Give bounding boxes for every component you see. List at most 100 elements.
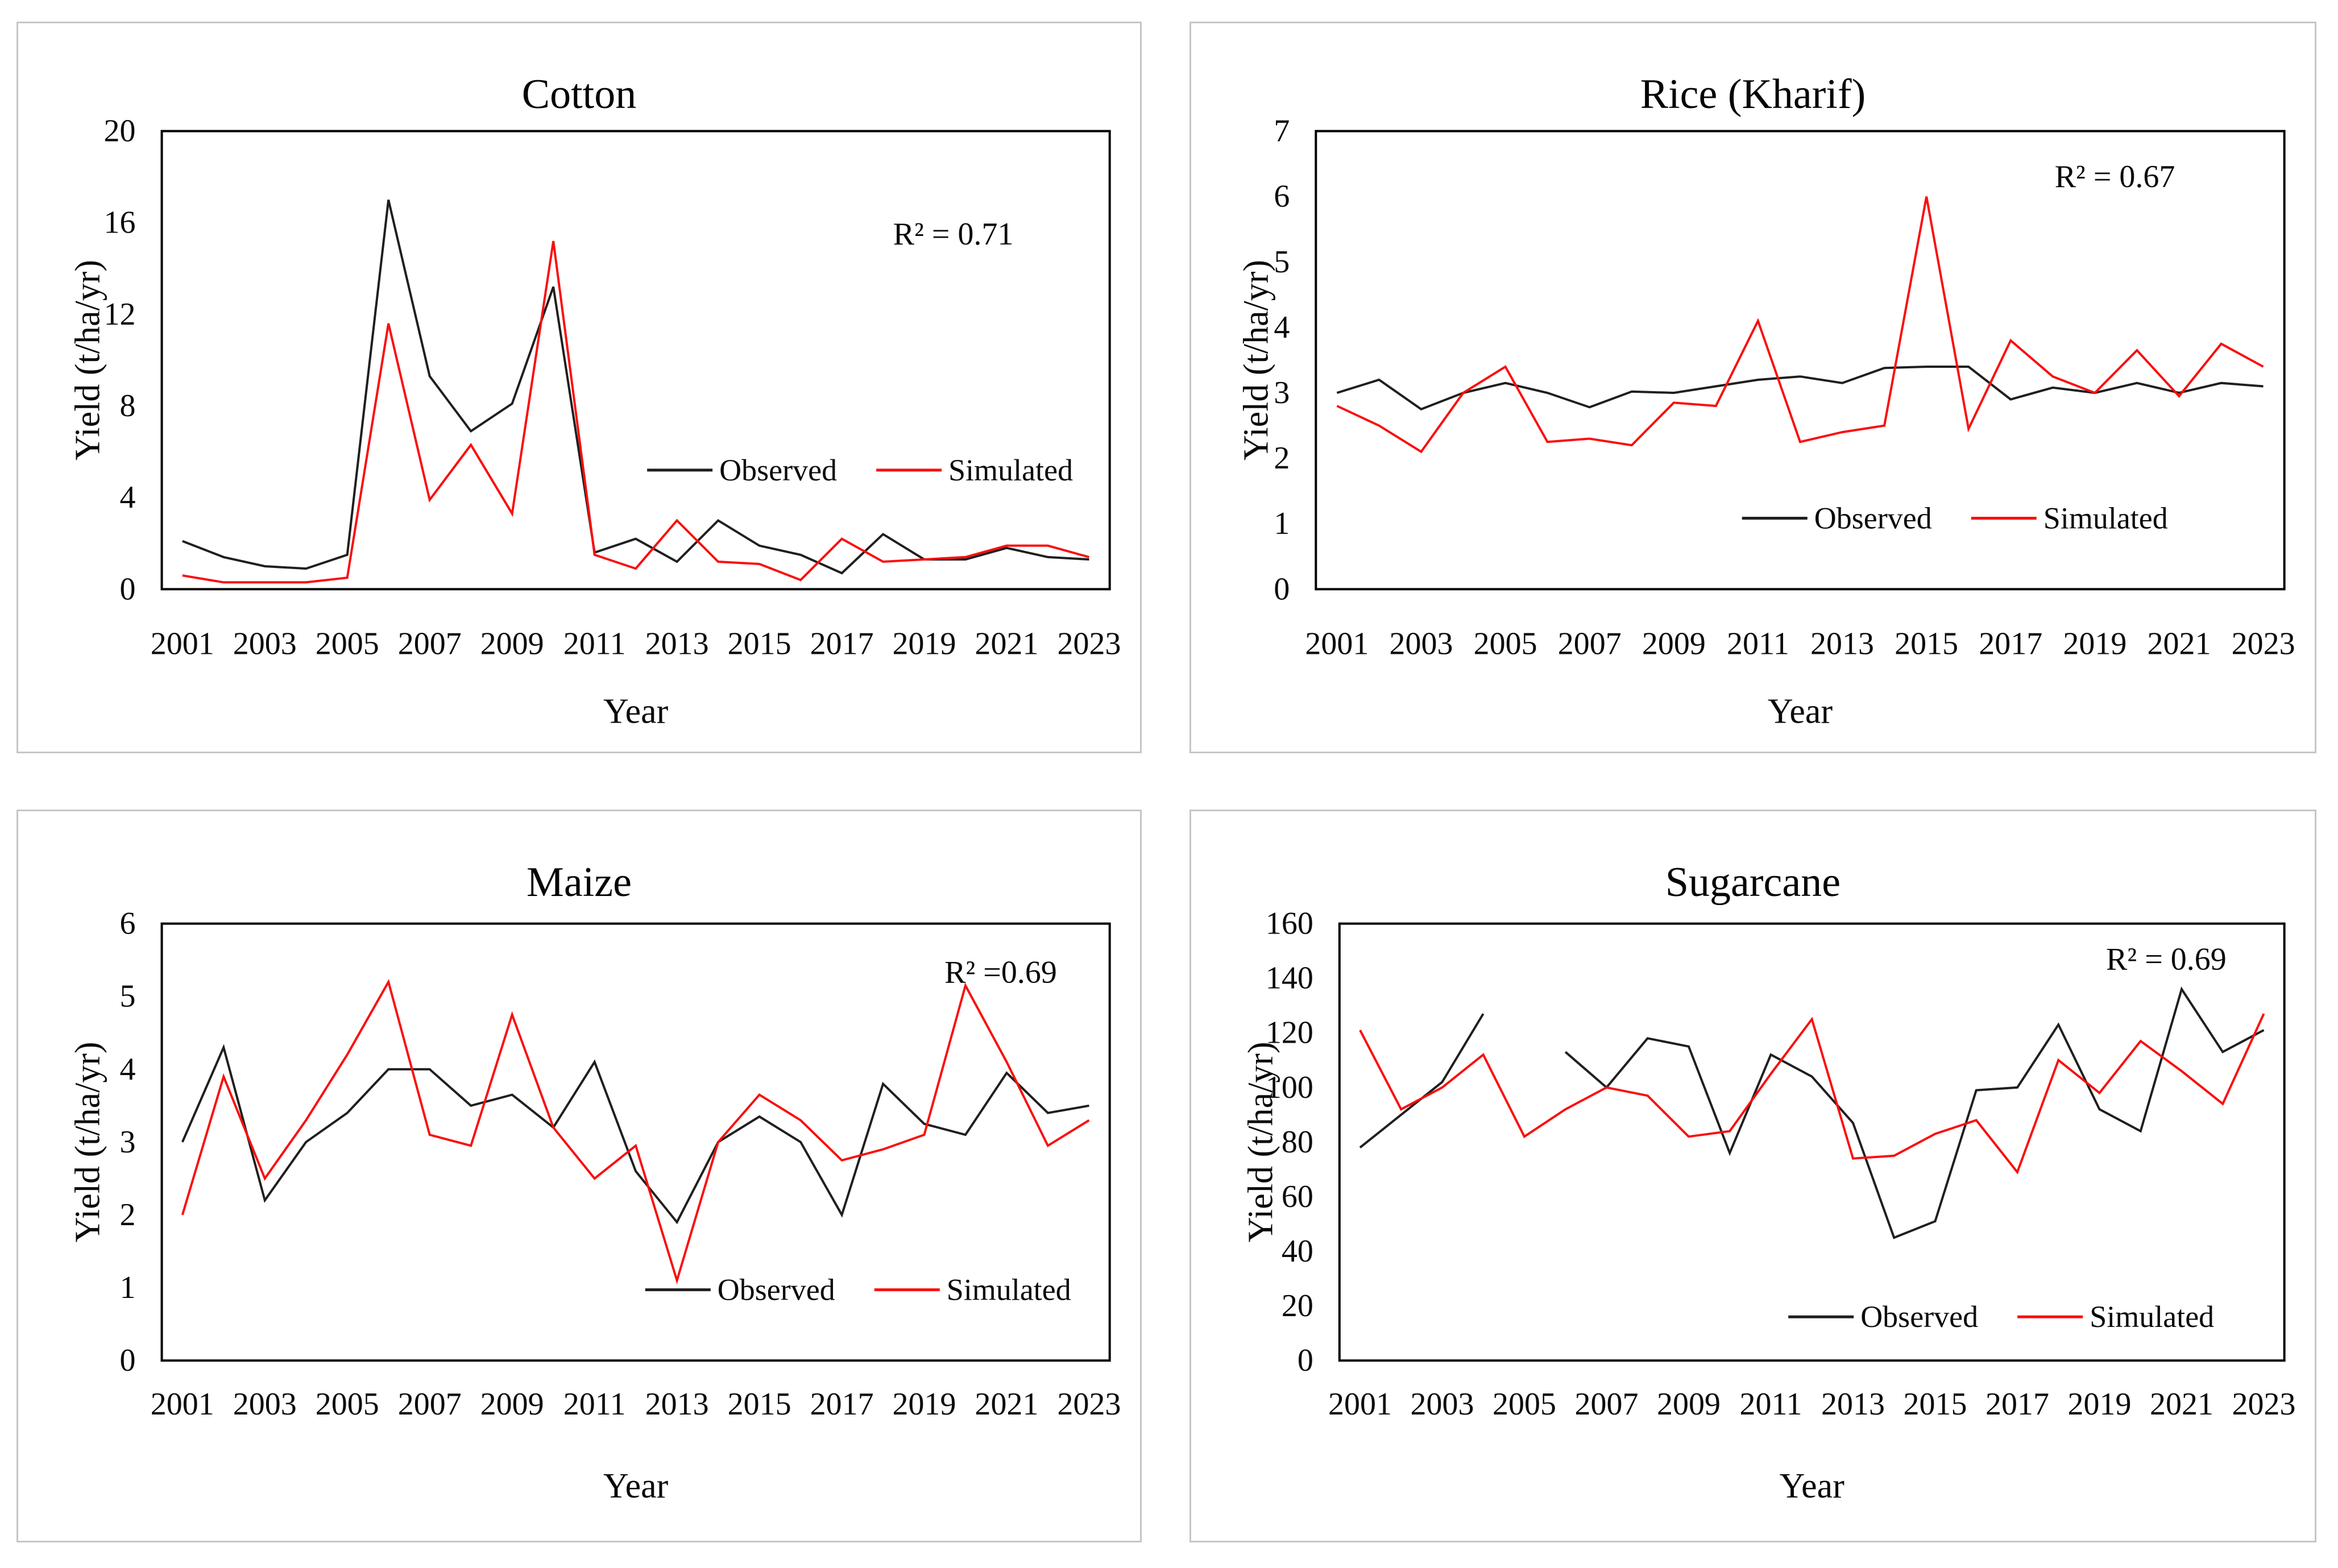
x-tick-label: 2005 [1493, 1387, 1556, 1422]
y-tick-label: 60 [1282, 1179, 1313, 1214]
x-tick-label: 2011 [563, 1387, 626, 1422]
series-line-simulated [181, 978, 1090, 1285]
maize-chart-canvas: 0 1 2 3 4 5 6 2001 2003 2005 2007 2009 2011 2013 2015 2… [68, 906, 1121, 1505]
x-tick-label: 2023 [1057, 1387, 1121, 1422]
x-tick-label: 2019 [893, 626, 956, 661]
x-tick-label: 2019 [2063, 626, 2126, 661]
legend-simulated-label: Simulated [2090, 1300, 2214, 1334]
r-squared-label: R² = 0.69 [2106, 942, 2227, 977]
y-tick-label: 160 [1266, 906, 1313, 941]
x-tick-label: 2017 [1979, 626, 2042, 661]
legend-simulated-label: Simulated [947, 1273, 1071, 1307]
x-tick-label: 2013 [645, 626, 709, 661]
y-tick-label: 0 [1274, 571, 1290, 607]
y-axis-title: Yield (t/ha/yr) [68, 1042, 107, 1242]
y-tick-label: 40 [1282, 1234, 1313, 1269]
x-axis-title: Year [1768, 692, 1833, 731]
plot-border [1315, 130, 2286, 591]
series-line-observed [1336, 366, 2264, 411]
series-line-simulated [1359, 1013, 2265, 1175]
y-tick-label: 4 [120, 1052, 136, 1087]
plot-border [160, 922, 1111, 1362]
x-tick-label: 2001 [1305, 626, 1369, 661]
x-tick-label: 2009 [480, 626, 544, 661]
x-tick-label: 2015 [728, 1387, 791, 1422]
x-axis-title: Year [603, 1467, 669, 1505]
x-tick-label: 2001 [151, 626, 214, 661]
legend-observed-label: Observed [1860, 1300, 1978, 1334]
r-squared-label: R² = 0.71 [893, 217, 1014, 252]
x-tick-label: 2015 [728, 626, 791, 661]
chart-title-rice: Rice (Kharif) [1640, 71, 1866, 118]
y-tick-label: 20 [1282, 1288, 1313, 1324]
x-tick-label: 2017 [1985, 1387, 2049, 1422]
x-tick-label: 2009 [1657, 1387, 1721, 1422]
x-tick-label: 2021 [2150, 1387, 2213, 1422]
chart-panel-cotton: 0 4 8 12 16 20 2001 2003 2005 2007 2009 2011 2013 201… [16, 22, 1142, 753]
x-tick-label: 2023 [1057, 626, 1121, 661]
legend-simulated-label: Simulated [948, 453, 1073, 487]
x-tick-label: 2001 [1328, 1387, 1392, 1422]
x-axis-title: Year [1780, 1467, 1845, 1505]
r-squared-label: R² = 0.67 [2055, 159, 2175, 194]
plot-border [1338, 922, 2286, 1362]
y-tick-label: 2 [120, 1197, 136, 1233]
x-tick-label: 2005 [316, 1387, 379, 1422]
series-line-simulated [182, 240, 1090, 584]
y-tick-label: 6 [120, 906, 136, 941]
x-tick-label: 2021 [2148, 626, 2211, 661]
x-tick-label: 2007 [1558, 626, 1622, 661]
legend-observed-label: Observed [719, 453, 837, 487]
x-tick-label: 2009 [480, 1387, 544, 1422]
y-tick-label: 1 [1274, 506, 1290, 541]
x-tick-label: 2003 [1389, 626, 1453, 661]
chart-title-maize: Maize [527, 859, 632, 906]
cotton-chart-canvas: 0 4 8 12 16 20 2001 2003 2005 2007 2009 2011 2013 201… [68, 114, 1121, 731]
plot-border [160, 130, 1111, 591]
y-tick-label: 12 [104, 297, 136, 332]
y-tick-label: 4 [120, 480, 136, 515]
y-tick-label: 2 [1274, 441, 1290, 476]
y-tick-label: 8 [120, 388, 136, 424]
y-tick-label: 5 [1274, 244, 1290, 280]
series-line-simulated [1336, 196, 2264, 454]
x-tick-label: 2003 [233, 1387, 297, 1422]
legend-observed-label: Observed [718, 1273, 835, 1307]
x-tick-label: 2007 [398, 1387, 462, 1422]
series-line-observed [1359, 986, 2265, 1239]
x-tick-label: 2023 [2232, 626, 2295, 661]
x-tick-label: 2005 [316, 626, 379, 661]
legend-observed-label: Observed [1814, 501, 1932, 535]
y-axis-title: Yield (t/ha/yr) [1242, 1042, 1280, 1242]
y-tick-label: 1 [120, 1270, 136, 1305]
y-tick-label: 0 [120, 1343, 136, 1378]
x-tick-label: 2001 [151, 1387, 214, 1422]
x-axis-title: Year [603, 692, 669, 731]
x-tick-label: 2011 [563, 626, 626, 661]
y-tick-label: 7 [1274, 114, 1290, 149]
x-tick-label: 2003 [1410, 1387, 1474, 1422]
x-tick-label: 2019 [893, 1387, 956, 1422]
x-tick-label: 2007 [1574, 1387, 1638, 1422]
x-tick-label: 2013 [645, 1387, 709, 1422]
chart-panel-rice: 0 1 2 3 4 5 6 7 2001 2003 2005 2007 2009 2011 2013 2015… [1189, 22, 2316, 753]
y-tick-label: 3 [120, 1125, 136, 1160]
x-tick-label: 2005 [1474, 626, 1537, 661]
y-tick-label: 20 [104, 114, 136, 149]
y-tick-label: 100 [1266, 1070, 1313, 1105]
series-line-observed [182, 200, 1089, 575]
x-tick-label: 2003 [233, 626, 297, 661]
y-axis-title: Yield (t/ha/yr) [1237, 260, 1276, 461]
x-tick-label: 2011 [1740, 1387, 1802, 1422]
chart-panel-sugarcane: 0 20 40 60 80 100 120 140 160 2001 2003 2005 2007 200… [1189, 810, 2316, 1542]
x-tick-label: 2009 [1642, 626, 1706, 661]
chart-title-sugarcane: Sugarcane [1665, 859, 1841, 906]
x-tick-label: 2021 [975, 626, 1039, 661]
rice-chart-canvas: 0 1 2 3 4 5 6 7 2001 2003 2005 2007 2009 2011 2013 2015… [1237, 114, 2295, 731]
y-tick-label: 120 [1266, 1015, 1313, 1051]
x-tick-label: 2019 [2068, 1387, 2132, 1422]
x-tick-label: 2015 [1895, 626, 1958, 661]
x-tick-label: 2013 [1821, 1387, 1885, 1422]
x-tick-label: 2023 [2232, 1387, 2296, 1422]
y-tick-label: 140 [1266, 961, 1313, 996]
